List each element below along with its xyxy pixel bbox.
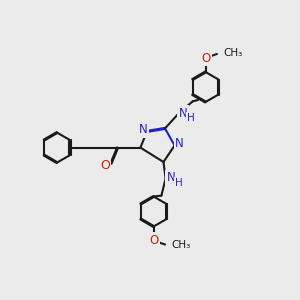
Text: O: O: [201, 52, 210, 65]
Text: H: H: [175, 178, 183, 188]
Text: O: O: [100, 159, 110, 172]
Text: CH₃: CH₃: [223, 48, 242, 59]
Text: N: N: [178, 106, 188, 120]
Text: CH₃: CH₃: [171, 240, 190, 250]
Text: H: H: [187, 113, 195, 123]
Text: N: N: [175, 137, 184, 150]
Text: O: O: [149, 234, 158, 247]
Text: N: N: [167, 171, 176, 184]
Text: N: N: [138, 123, 147, 136]
